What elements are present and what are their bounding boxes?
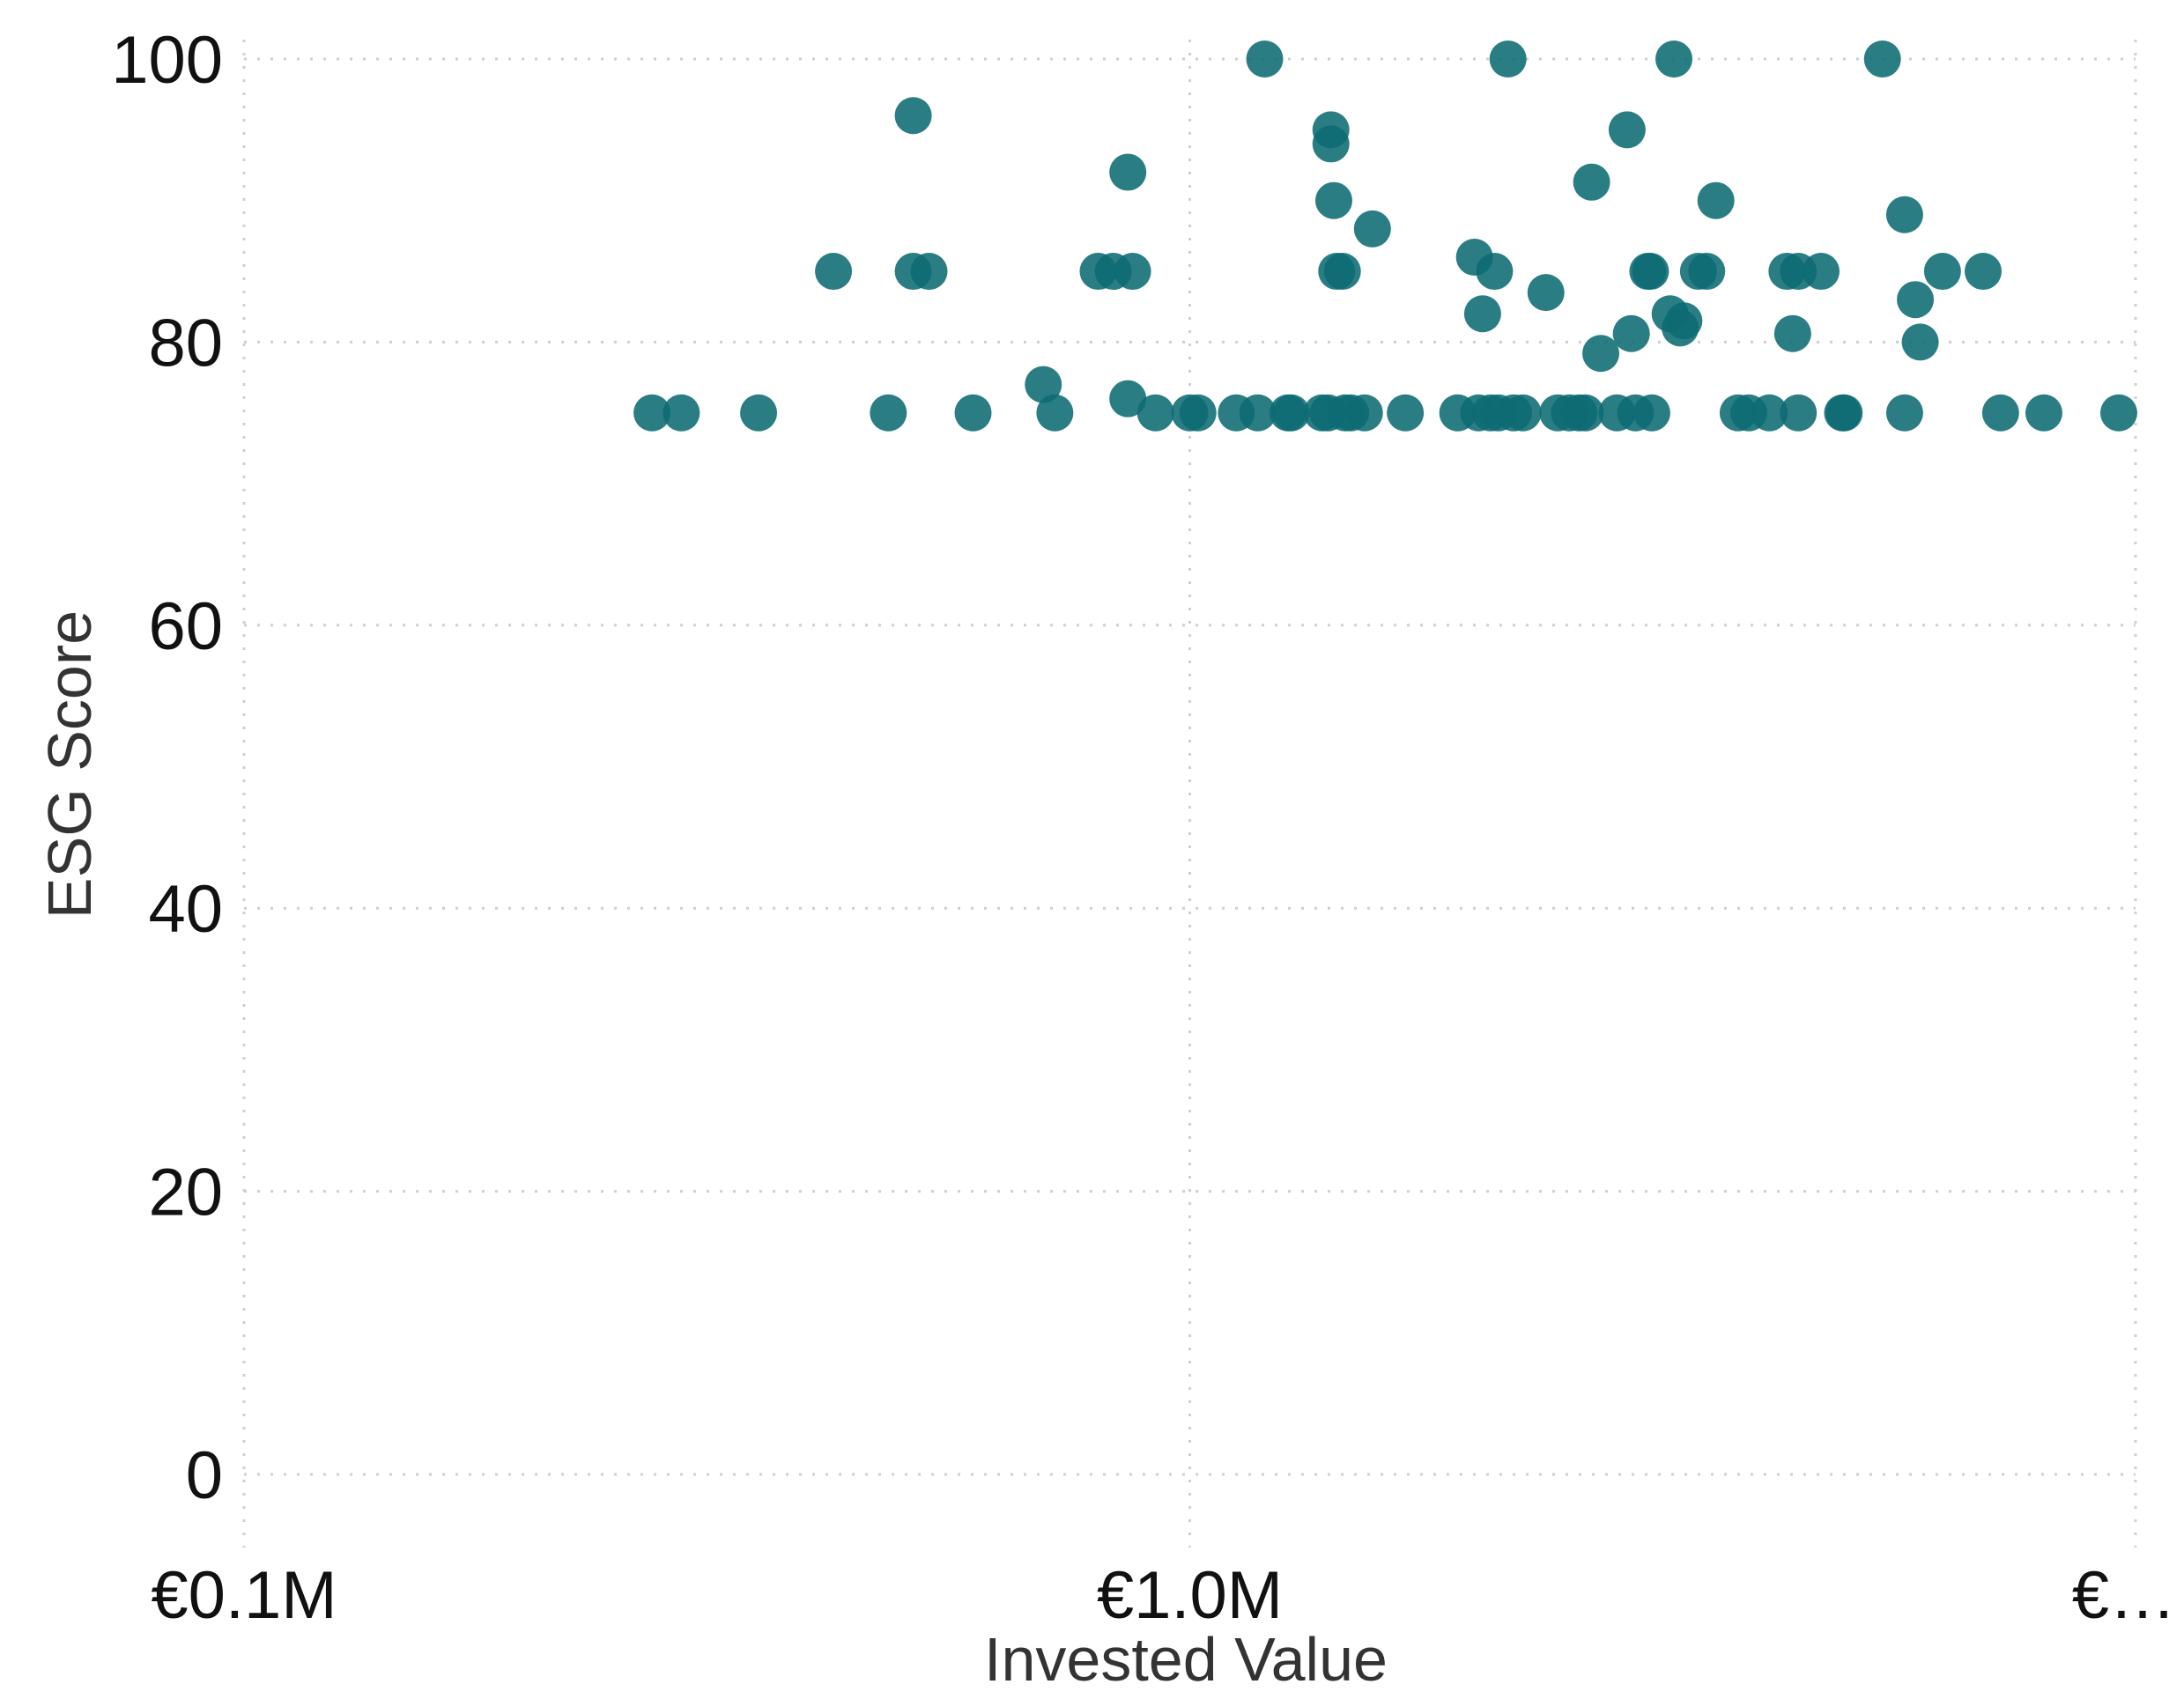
data-point: [1387, 395, 1424, 432]
data-point: [1505, 395, 1542, 432]
data-point: [1825, 395, 1862, 432]
data-point: [663, 395, 700, 432]
data-point: [1315, 182, 1352, 219]
y-tick-label: 40: [148, 872, 223, 947]
data-point: [1982, 395, 2019, 432]
y-tick-label: 100: [111, 23, 223, 98]
data-point: [1632, 253, 1669, 290]
data-point: [1573, 164, 1610, 201]
data-point: [1609, 111, 1646, 148]
data-point: [955, 395, 992, 432]
data-point: [1490, 41, 1527, 78]
y-axis-label: ESG Score: [35, 610, 104, 919]
data-point: [1665, 302, 1702, 339]
y-tick-label: 0: [186, 1438, 223, 1513]
data-point: [1780, 395, 1817, 432]
y-axis-ticks: 0 20 40 60 80 100: [111, 23, 223, 1513]
data-point: [1886, 395, 1923, 432]
x-tick-label: €1.0M: [1097, 1558, 1283, 1633]
data-point: [1897, 281, 1934, 318]
data-point: [1698, 182, 1735, 219]
data-point: [1774, 315, 1811, 352]
data-point: [870, 395, 907, 432]
data-point: [1924, 253, 1961, 290]
data-point: [1803, 253, 1840, 290]
data-point: [1464, 295, 1501, 332]
data-point: [1247, 41, 1284, 78]
data-point: [1655, 41, 1692, 78]
data-point: [1688, 253, 1725, 290]
data-point: [1354, 211, 1391, 247]
data-point: [911, 253, 948, 290]
data-point: [1109, 154, 1146, 191]
data-point: [1613, 315, 1650, 352]
grid: [244, 40, 2136, 1548]
data-point: [1313, 125, 1350, 162]
data-point: [1137, 395, 1174, 432]
x-axis-label: Invested Value: [984, 1625, 1388, 1694]
data-point: [1476, 253, 1513, 290]
data-point: [740, 395, 777, 432]
data-point: [1633, 395, 1670, 432]
x-tick-label: €0.1M: [151, 1558, 337, 1633]
data-point: [1965, 253, 2002, 290]
data-point: [2100, 395, 2137, 432]
data-point: [1902, 323, 1939, 360]
data-points: [633, 41, 2137, 432]
y-tick-label: 80: [148, 306, 223, 380]
data-point: [1567, 395, 1604, 432]
data-point: [1886, 196, 1923, 233]
x-axis-ticks: €0.1M €1.0M €…: [151, 1558, 2176, 1633]
data-point: [1864, 41, 1901, 78]
data-point: [2025, 395, 2062, 432]
data-point: [895, 97, 932, 134]
data-point: [1180, 395, 1217, 432]
data-point: [1114, 253, 1151, 290]
data-point: [1025, 366, 1062, 403]
y-tick-label: 20: [148, 1156, 223, 1230]
data-point: [1346, 395, 1383, 432]
data-point: [815, 253, 852, 290]
x-tick-label: €…: [2072, 1558, 2176, 1633]
y-tick-label: 60: [148, 589, 223, 664]
data-point: [1324, 253, 1361, 290]
data-point: [1528, 274, 1565, 311]
data-point: [1582, 335, 1619, 372]
